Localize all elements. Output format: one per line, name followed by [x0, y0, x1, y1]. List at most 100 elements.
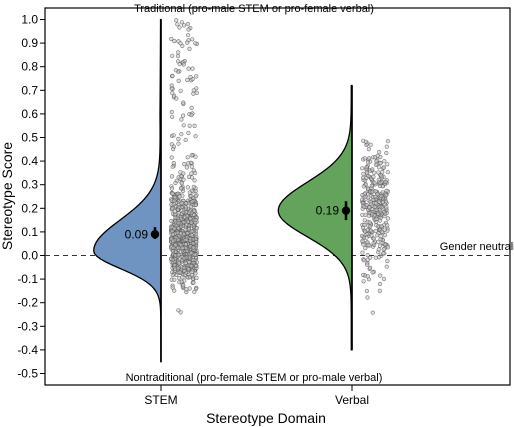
data-point	[367, 205, 372, 210]
data-point	[175, 22, 180, 27]
data-point	[370, 270, 375, 275]
y-tick-label: 0.9	[21, 36, 38, 50]
data-point	[362, 222, 367, 228]
x-tick-label: STEM	[144, 393, 177, 407]
data-point	[170, 191, 175, 196]
data-point	[175, 230, 180, 235]
data-point	[173, 195, 178, 200]
data-point	[193, 271, 198, 276]
data-point	[385, 258, 390, 264]
data-point	[176, 245, 181, 250]
data-point	[189, 229, 194, 234]
data-point	[189, 105, 194, 110]
data-point	[360, 238, 365, 243]
data-point	[372, 180, 377, 185]
data-point	[360, 193, 365, 198]
data-point	[182, 265, 187, 271]
bottom-annotation: Nontraditional (pro-female STEM or pro-m…	[126, 372, 383, 384]
y-tick-label: 0.0	[21, 249, 38, 263]
data-point	[377, 150, 382, 155]
data-point	[174, 96, 179, 101]
data-point	[176, 141, 181, 146]
data-point	[367, 220, 372, 225]
data-point	[177, 62, 182, 67]
data-point	[179, 117, 184, 122]
data-point	[184, 205, 189, 210]
data-point	[173, 266, 178, 271]
data-point	[169, 109, 174, 115]
data-point	[193, 134, 198, 139]
y-tick-label: 0.4	[21, 154, 38, 168]
data-point	[194, 74, 199, 79]
data-point	[185, 155, 190, 160]
data-point	[183, 210, 189, 215]
data-point	[374, 216, 379, 222]
data-point	[169, 174, 175, 179]
data-point	[173, 68, 178, 73]
data-point	[193, 41, 198, 46]
data-point	[176, 261, 182, 266]
data-point	[383, 193, 389, 198]
data-point	[170, 272, 175, 278]
data-point	[189, 250, 194, 256]
data-point	[385, 216, 391, 221]
y-tick-label: 0.2	[21, 201, 38, 215]
data-point	[176, 205, 181, 210]
data-point	[360, 250, 365, 255]
data-point	[384, 264, 389, 269]
data-point	[360, 166, 365, 171]
data-point	[170, 257, 175, 262]
data-point	[192, 178, 197, 183]
data-point	[173, 215, 178, 220]
data-point	[370, 167, 375, 172]
data-point	[170, 206, 175, 211]
data-point	[366, 173, 371, 179]
data-point	[182, 162, 187, 167]
data-point	[173, 243, 178, 248]
data-point	[369, 183, 374, 188]
data-point	[366, 243, 371, 248]
data-point	[190, 199, 195, 204]
data-point	[383, 211, 388, 216]
data-point	[368, 228, 374, 233]
x-axis-title: Stereotype Domain	[206, 410, 326, 426]
data-point	[179, 132, 184, 137]
y-tick-label: -0.5	[17, 367, 38, 381]
y-axis-title: Stereotype Score	[0, 142, 15, 250]
data-point	[169, 36, 174, 42]
data-point	[383, 179, 388, 184]
data-point	[366, 147, 371, 152]
data-point	[374, 207, 379, 213]
data-point	[175, 53, 181, 59]
data-point	[364, 170, 369, 175]
data-point	[376, 239, 381, 244]
data-point	[385, 223, 390, 228]
data-point	[176, 237, 181, 242]
data-point	[188, 74, 193, 80]
data-point	[368, 224, 373, 229]
data-point	[189, 188, 194, 193]
data-point	[382, 227, 387, 232]
data-point	[365, 262, 370, 267]
data-point	[385, 162, 390, 167]
data-point	[381, 247, 386, 252]
data-point	[385, 170, 390, 175]
data-point	[181, 113, 186, 118]
data-point	[191, 245, 196, 250]
data-point	[359, 233, 365, 238]
data-point	[381, 251, 386, 256]
data-point	[171, 202, 176, 207]
data-point	[368, 202, 374, 207]
data-point	[376, 211, 381, 216]
y-tick-label: -0.3	[17, 319, 38, 333]
data-point	[364, 288, 370, 294]
data-point	[189, 273, 195, 278]
data-point	[361, 175, 366, 180]
data-point	[169, 86, 174, 91]
data-point	[169, 186, 174, 191]
data-point	[170, 91, 175, 96]
data-point	[191, 88, 196, 93]
data-point	[187, 260, 192, 265]
data-point	[171, 238, 176, 243]
